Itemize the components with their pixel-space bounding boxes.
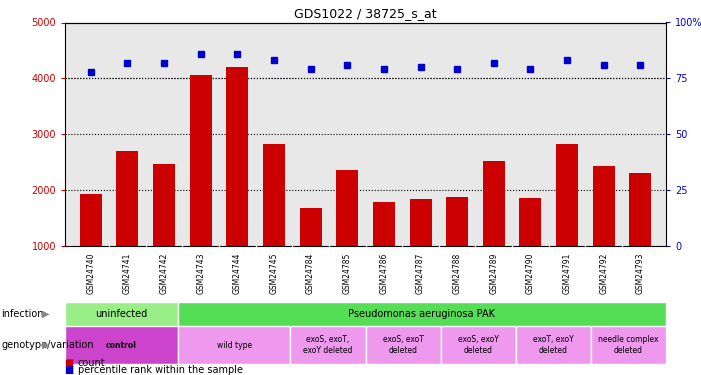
Text: percentile rank within the sample: percentile rank within the sample <box>78 365 243 375</box>
Title: GDS1022 / 38725_s_at: GDS1022 / 38725_s_at <box>294 7 437 20</box>
Bar <box>446 197 468 246</box>
Text: control: control <box>106 340 137 350</box>
Text: GSM24786: GSM24786 <box>379 253 388 294</box>
Text: exoS, exoT
deleted: exoS, exoT deleted <box>383 335 423 355</box>
Bar <box>226 67 248 246</box>
Text: ■: ■ <box>65 358 78 368</box>
Text: GSM24741: GSM24741 <box>123 253 132 294</box>
Text: GSM24792: GSM24792 <box>599 253 608 294</box>
Text: GSM24744: GSM24744 <box>233 253 242 294</box>
Bar <box>190 75 212 246</box>
Text: GSM24788: GSM24788 <box>453 253 462 294</box>
Text: ▶: ▶ <box>42 309 50 319</box>
Bar <box>65 302 178 326</box>
Text: ▶: ▶ <box>42 340 50 350</box>
Text: GSM24790: GSM24790 <box>526 253 535 294</box>
Text: infection: infection <box>1 309 44 319</box>
Bar <box>336 170 358 246</box>
Text: GSM24745: GSM24745 <box>269 253 278 294</box>
Text: Pseudomonas aeruginosa PAK: Pseudomonas aeruginosa PAK <box>348 309 496 319</box>
Bar <box>80 194 102 246</box>
Bar <box>153 164 175 246</box>
Text: GSM24785: GSM24785 <box>343 253 352 294</box>
Text: uninfected: uninfected <box>95 309 148 319</box>
Bar <box>373 201 395 246</box>
Bar <box>592 166 615 246</box>
Bar <box>483 161 505 246</box>
Bar <box>629 173 651 246</box>
Bar <box>299 208 322 246</box>
Text: GSM24740: GSM24740 <box>86 253 95 294</box>
Text: exoT, exoY
deleted: exoT, exoY deleted <box>533 335 573 355</box>
Text: genotype/variation: genotype/variation <box>1 340 94 350</box>
Bar <box>65 326 178 364</box>
Text: GSM24787: GSM24787 <box>416 253 425 294</box>
Text: GSM24791: GSM24791 <box>562 253 571 294</box>
Bar <box>409 200 432 246</box>
Bar <box>516 326 591 364</box>
Bar <box>263 144 285 246</box>
Text: GSM24793: GSM24793 <box>636 253 645 294</box>
Text: count: count <box>78 358 105 368</box>
Text: exoS, exoT,
exoY deleted: exoS, exoT, exoY deleted <box>304 335 353 355</box>
Text: wild type: wild type <box>217 340 252 350</box>
Bar <box>519 198 541 246</box>
Text: needle complex
deleted: needle complex deleted <box>598 335 659 355</box>
Bar <box>591 326 666 364</box>
Text: GSM24784: GSM24784 <box>306 253 315 294</box>
Text: exoS, exoY
deleted: exoS, exoY deleted <box>458 335 498 355</box>
Bar <box>116 151 139 246</box>
Bar <box>441 326 516 364</box>
Bar <box>178 326 290 364</box>
Text: GSM24742: GSM24742 <box>160 253 169 294</box>
Text: ■: ■ <box>65 365 78 375</box>
Bar <box>556 144 578 246</box>
Bar <box>178 302 666 326</box>
Text: GSM24789: GSM24789 <box>489 253 498 294</box>
Text: GSM24743: GSM24743 <box>196 253 205 294</box>
Bar <box>366 326 441 364</box>
Bar <box>290 326 366 364</box>
